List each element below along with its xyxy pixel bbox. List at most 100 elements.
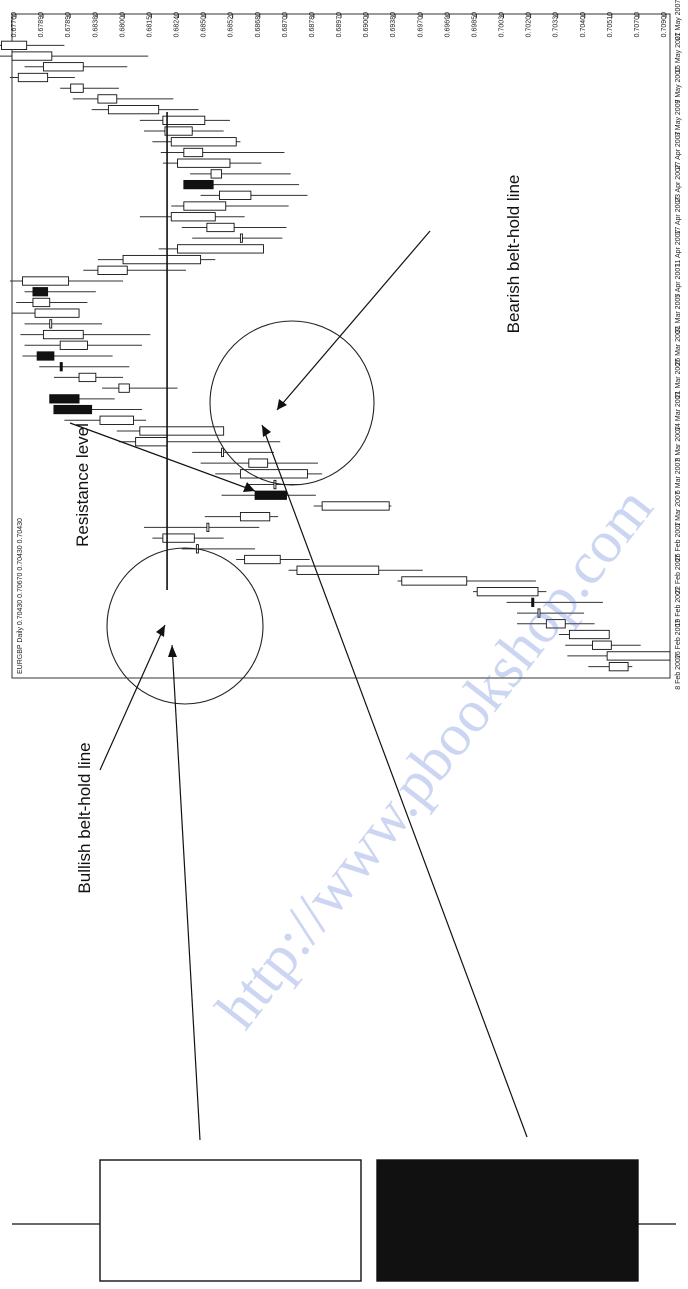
candle-body-bearish: [59, 362, 63, 372]
candle-body-bullish: [221, 447, 225, 458]
price-tick-label: 0.68500: [201, 12, 208, 37]
price-tick-label: 0.69850: [471, 12, 478, 37]
candle-body-bullish: [248, 458, 269, 468]
date-tick-label: 21 Mar 2007: [675, 359, 682, 398]
price-tick-label: 0.68000: [119, 12, 126, 37]
candle-body-bullish: [78, 372, 97, 383]
candle-body-bullish: [122, 254, 202, 265]
price-tick-label: 0.67760: [11, 12, 18, 37]
candle-body-bullish: [210, 169, 223, 179]
price-tick-label: 0.68780: [309, 12, 316, 37]
bullish-circle: [106, 547, 264, 705]
date-tick-label: 3 May 2007: [675, 99, 682, 136]
date-tick-label: 8 Mar 2007: [675, 426, 682, 462]
price-tick-label: 0.68150: [146, 12, 153, 37]
candle-body-bullish: [11, 51, 53, 61]
black-candle-body: [376, 1159, 639, 1282]
bullish-arrow: [99, 624, 166, 771]
price-tick-label: 0.68240: [174, 12, 181, 37]
candle-body-bullish: [545, 619, 566, 629]
candle-body-bullish: [42, 62, 84, 72]
candle-body-bullish: [244, 554, 281, 565]
candle-body-bullish: [239, 469, 308, 479]
candle-body-bullish: [239, 512, 271, 522]
date-tick-label: 17 Apr 2007: [675, 197, 682, 235]
candle-body-bullish: [183, 147, 204, 158]
candle-body-bullish: [97, 94, 118, 104]
candle-body-bullish: [97, 265, 128, 275]
candle-body-bullish: [22, 276, 70, 286]
bullish-label: Bullish belt-hold line: [75, 742, 94, 893]
candle-body-bullish: [170, 212, 216, 222]
candle-body-bearish: [36, 351, 55, 361]
candle-body-bearish: [49, 394, 80, 404]
price-tick-label: 0.70330: [553, 12, 560, 37]
candle-body-bullish: [183, 201, 227, 211]
bearish-arrowhead: [277, 399, 287, 410]
candle-body-bullish: [164, 126, 193, 136]
bearish-label: Bearish belt-hold line: [504, 175, 523, 334]
bearish-arrow: [276, 230, 431, 411]
resistance-arrowhead: [243, 482, 255, 492]
candle-body-bullish: [206, 222, 235, 233]
date-tick-label: 6 Mar 2007: [675, 459, 682, 495]
date-tick-label: 8 Feb 2007: [675, 654, 682, 690]
date-tick-label: 1 Mar 2007: [675, 491, 682, 527]
date-tick-label: 26 Feb 2007: [675, 522, 682, 561]
candle-body-bullish: [59, 340, 88, 350]
date-tick-label: 15 May 2007: [675, 32, 682, 73]
price-axis: 0.67760 0.67890 0.67890 0.68380 0.68000 0.681…: [11, 12, 668, 37]
legend-candles: [12, 1159, 676, 1282]
price-tick-label: 0.68680: [255, 12, 262, 37]
candle-body-bullish: [177, 244, 264, 254]
date-tick-label: 9 May 2007: [675, 67, 682, 104]
white-candle-body: [99, 1159, 362, 1282]
candle-body-bullish: [537, 608, 541, 618]
candle-body-bullish: [606, 651, 671, 661]
bullish-arrowhead: [156, 625, 165, 637]
resistance-label: Resistance level: [73, 423, 92, 547]
candle-body-bullish: [177, 158, 231, 168]
date-tick-label: 23 Apr 2007: [675, 164, 682, 202]
price-tick-label: 0.70400: [580, 12, 587, 37]
price-tick-label: 0.69000: [363, 12, 370, 37]
price-tick-label: 0.70200: [526, 12, 533, 37]
candle-body-bullish: [162, 115, 206, 125]
candle-body-bullish: [70, 83, 84, 93]
candle-body-bullish: [568, 629, 610, 640]
price-tick-label: 0.70510: [607, 12, 614, 37]
candle-body-bearish: [32, 287, 49, 297]
white-candle-pointer: [171, 644, 201, 1141]
date-tick-label: 16 Feb 2007: [675, 620, 682, 659]
price-tick-label: 0.68380: [92, 12, 99, 37]
candle-body-bullish: [1, 40, 28, 50]
candle-body-bullish: [608, 662, 629, 672]
candle-body-bullish: [273, 479, 277, 490]
price-tick-label: 0.70030: [499, 12, 506, 37]
price-tick-label: 0.67890: [38, 12, 45, 37]
candle-body-bullish: [239, 233, 243, 243]
candle-body-bearish: [183, 179, 214, 190]
candle-body-bullish: [118, 383, 130, 393]
price-tick-label: 0.67890: [65, 12, 72, 37]
black-candle-pointer: [261, 424, 528, 1138]
candle-body-bullish: [49, 319, 53, 329]
date-tick-label: 11 Apr 2007: [675, 229, 682, 266]
candle-body-bullish: [162, 533, 195, 543]
price-tick-label: 0.70900: [661, 12, 668, 37]
candle-body-bearish: [254, 490, 287, 500]
date-tick-label: 14 Mar 2007: [675, 391, 682, 430]
candle-body-bullish: [107, 104, 160, 115]
date-tick-label: 21 May 2007: [675, 0, 682, 40]
candle-body-bullish: [139, 426, 225, 436]
date-tick-label: 27 Apr 2007: [675, 131, 682, 169]
candle-body-bullish: [321, 501, 390, 511]
price-tick-label: 0.69700: [417, 12, 424, 37]
resistance-arrow: [69, 422, 256, 492]
candle-body-bullish: [476, 587, 539, 597]
price-tick-label: 0.68700: [282, 12, 289, 37]
price-tick-label: 0.70700: [634, 12, 641, 37]
white-candle-pointer-head: [168, 645, 177, 657]
